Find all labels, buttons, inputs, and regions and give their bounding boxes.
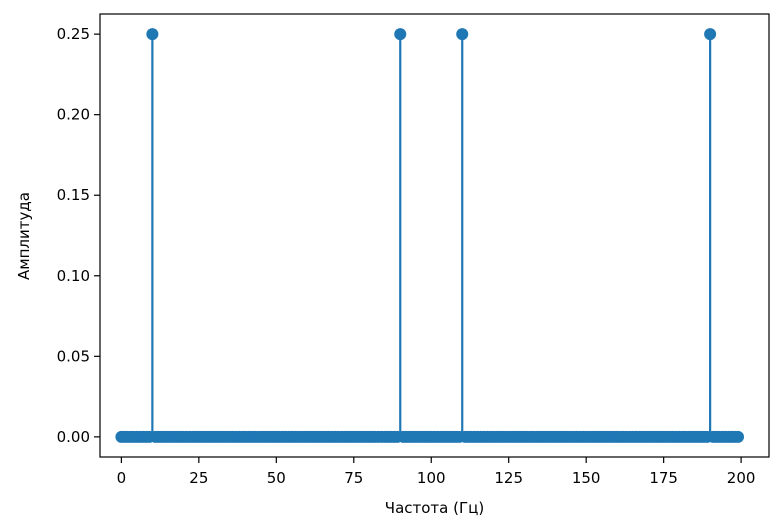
y-tick-label: 0.20 [57,106,90,124]
stem-marker [146,28,159,41]
x-tick-label: 175 [649,469,678,487]
stems-layer [151,34,712,437]
plot-frame [99,13,770,458]
y-tick-label: 0.15 [57,186,90,204]
x-tick-label: 50 [267,469,286,487]
x-axis-label: Частота (Гц) [385,499,484,517]
x-tick-label: 25 [189,469,208,487]
x-tick-label: 150 [572,469,601,487]
y-axis-label: Амплитуда [15,192,33,280]
y-tick-label: 0.05 [57,347,90,365]
x-tick-label: 100 [417,469,446,487]
stem-marker [732,430,745,443]
x-axis-ticks: 0 25 50 75 100 125 150 175 200 [117,457,756,487]
x-tick-label: 0 [117,469,127,487]
plot-area [100,14,769,457]
y-tick-label: 0.00 [57,428,90,446]
x-tick-label: 200 [727,469,756,487]
y-tick-label: 0.10 [57,267,90,285]
x-tick-label: 125 [494,469,523,487]
stem-marker [394,28,407,41]
x-tick-label: 75 [344,469,363,487]
stem-marker [456,28,469,41]
y-axis-ticks: 0.00 0.05 0.10 0.15 0.20 0.25 [57,25,100,446]
stem-marker [704,28,717,41]
markers-layer [115,28,745,443]
y-tick-label: 0.25 [57,25,90,43]
